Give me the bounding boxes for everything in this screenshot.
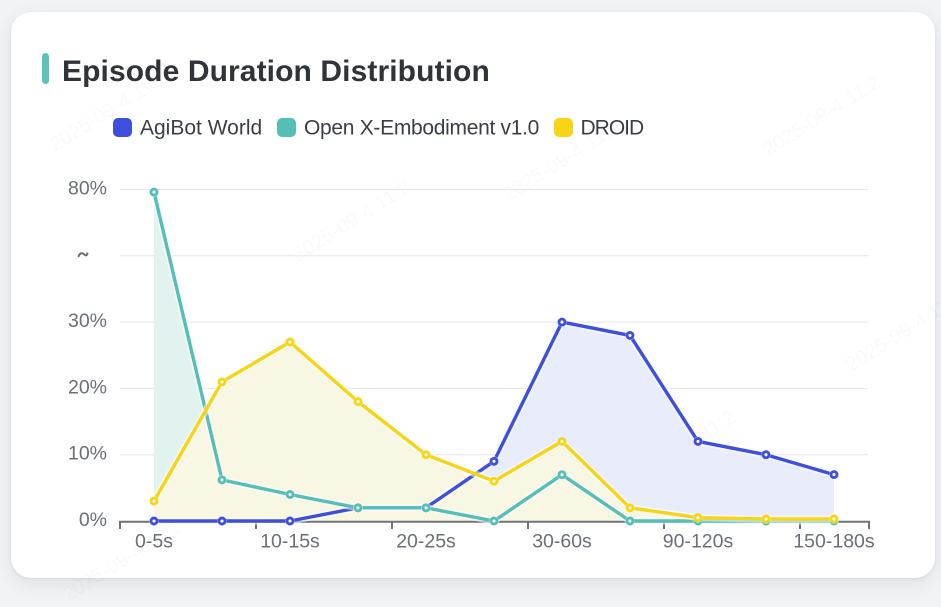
- svg-text:0-5s: 0-5s: [135, 531, 173, 553]
- svg-text:30%: 30%: [68, 310, 107, 332]
- svg-text:Open X-Embodiment v1.0: Open X-Embodiment v1.0: [304, 117, 539, 140]
- svg-text:0%: 0%: [79, 509, 107, 531]
- svg-text:AgiBot World: AgiBot World: [140, 117, 262, 140]
- svg-text:90-120s: 90-120s: [663, 531, 734, 553]
- svg-text:20-25s: 20-25s: [396, 531, 456, 553]
- svg-text:10%: 10%: [68, 443, 107, 465]
- svg-text:80%: 80%: [68, 178, 107, 200]
- svg-text:DROID: DROID: [581, 117, 645, 140]
- svg-text:30-60s: 30-60s: [532, 531, 592, 553]
- svg-text:150-180s: 150-180s: [793, 531, 875, 553]
- svg-text:10-15s: 10-15s: [260, 531, 320, 553]
- svg-text:20%: 20%: [68, 376, 107, 398]
